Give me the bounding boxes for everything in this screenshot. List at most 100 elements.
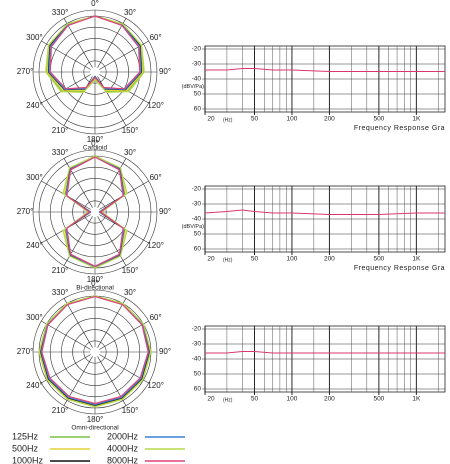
angle-label: 120°	[147, 101, 164, 110]
x-tick-label: 20	[207, 116, 215, 123]
angle-label: 240°	[26, 381, 43, 390]
polar-spoke	[99, 320, 149, 350]
angle-label: 150°	[122, 266, 139, 275]
angle-label: 150°	[122, 406, 139, 415]
response-line	[205, 68, 445, 72]
angle-label: 30°	[124, 8, 136, 17]
x-axis-label: (Hz)	[223, 257, 233, 263]
x-tick-label: 1K	[412, 396, 421, 403]
y-axis-label: (dBV/Pa)	[182, 84, 204, 90]
polar-curve	[66, 156, 124, 267]
y-tick-label: 50	[194, 231, 202, 238]
angle-label: 120°	[147, 241, 164, 250]
y-tick-label: -20	[192, 46, 202, 53]
polar-spoke	[63, 298, 93, 348]
polar-spoke	[63, 216, 93, 266]
x-tick-label: 20	[207, 256, 215, 263]
polar-curve	[41, 295, 149, 405]
y-tick-label: 60	[194, 106, 202, 113]
angle-label: 300°	[26, 313, 43, 322]
polar-title: Omni-directional	[71, 425, 119, 432]
angle-label: 300°	[26, 33, 43, 42]
angle-label: 60°	[150, 313, 162, 322]
y-tick-label: 50	[194, 91, 202, 98]
y-tick-label: -20	[192, 186, 202, 193]
angle-label: 240°	[26, 101, 43, 110]
polar-curve	[45, 15, 145, 94]
x-tick-label: 500	[373, 116, 384, 123]
polar-title: Cardioid	[83, 145, 108, 152]
x-tick-label: 200	[324, 256, 335, 263]
y-axis-label: (dBV/Pa)	[182, 224, 204, 230]
polar-title: Bi-directional	[76, 285, 114, 292]
angle-label: 270°	[17, 207, 34, 216]
x-tick-label: 100	[287, 396, 298, 403]
x-axis-label: (Hz)	[223, 397, 233, 403]
polar-curve	[62, 155, 128, 269]
legend-label: 500Hz	[12, 443, 39, 453]
x-tick-label: 1K	[412, 116, 421, 123]
x-tick-label: 500	[373, 396, 384, 403]
response-line	[204, 209, 445, 215]
angle-label: 90°	[159, 67, 171, 76]
polar-spoke	[97, 76, 127, 126]
legend-label: 4000Hz	[107, 443, 139, 453]
polar-spoke	[97, 216, 127, 266]
angle-label: 90°	[159, 207, 171, 216]
chart-title: Frequency Response Gra	[354, 265, 445, 272]
angle-label: 270°	[17, 67, 34, 76]
angle-label: 330°	[52, 288, 69, 297]
y-tick-label: -40	[192, 356, 202, 363]
angle-label: 0°	[91, 0, 99, 8]
polar-spoke	[41, 320, 91, 350]
x-tick-label: 50	[251, 396, 259, 403]
angle-label: 210°	[52, 126, 69, 135]
polar-spoke	[97, 298, 127, 348]
angle-label: 60°	[150, 33, 162, 42]
y-tick-label: -30	[192, 341, 202, 348]
polar-spoke	[63, 76, 93, 126]
y-tick-label: -30	[192, 61, 202, 68]
x-tick-label: 1K	[412, 256, 421, 263]
y-tick-label: -30	[192, 201, 202, 208]
x-tick-label: 20	[207, 396, 215, 403]
y-tick-label: -20	[192, 326, 202, 333]
legend-label: 2000Hz	[107, 431, 139, 441]
angle-label: 30°	[124, 148, 136, 157]
polar-spoke	[63, 18, 93, 68]
polar-curve	[38, 295, 152, 408]
polar-spoke	[63, 158, 93, 208]
x-tick-label: 100	[287, 116, 298, 123]
angle-label: 180°	[87, 135, 104, 144]
angle-label: 240°	[26, 241, 43, 250]
angle-label: 120°	[147, 381, 164, 390]
y-tick-label: -40	[192, 76, 202, 83]
x-axis-label: (Hz)	[223, 117, 233, 123]
x-tick-label: 50	[251, 116, 259, 123]
angle-label: 330°	[52, 148, 69, 157]
angle-label: 300°	[26, 173, 43, 182]
polar-spoke	[97, 158, 127, 208]
angle-label: 0°	[91, 279, 99, 288]
x-tick-label: 100	[287, 256, 298, 263]
angle-label: 60°	[150, 173, 162, 182]
legend-label: 125Hz	[12, 431, 39, 441]
angle-label: 180°	[87, 275, 104, 284]
angle-label: 90°	[159, 347, 171, 356]
angle-label: 270°	[17, 347, 34, 356]
angle-label: 150°	[122, 126, 139, 135]
x-tick-label: 200	[324, 116, 335, 123]
legend-label: 1000Hz	[12, 455, 44, 464]
polar-curve	[49, 15, 141, 90]
angle-label: 0°	[91, 139, 99, 148]
x-tick-label: 500	[373, 256, 384, 263]
angle-label: 30°	[124, 288, 136, 297]
y-tick-label: 60	[194, 386, 202, 393]
y-tick-label: 50	[194, 371, 202, 378]
x-tick-label: 50	[251, 256, 259, 263]
angle-label: 180°	[87, 415, 104, 424]
x-tick-label: 200	[324, 396, 335, 403]
y-tick-label: 60	[194, 246, 202, 253]
y-tick-label: -40	[192, 216, 202, 223]
